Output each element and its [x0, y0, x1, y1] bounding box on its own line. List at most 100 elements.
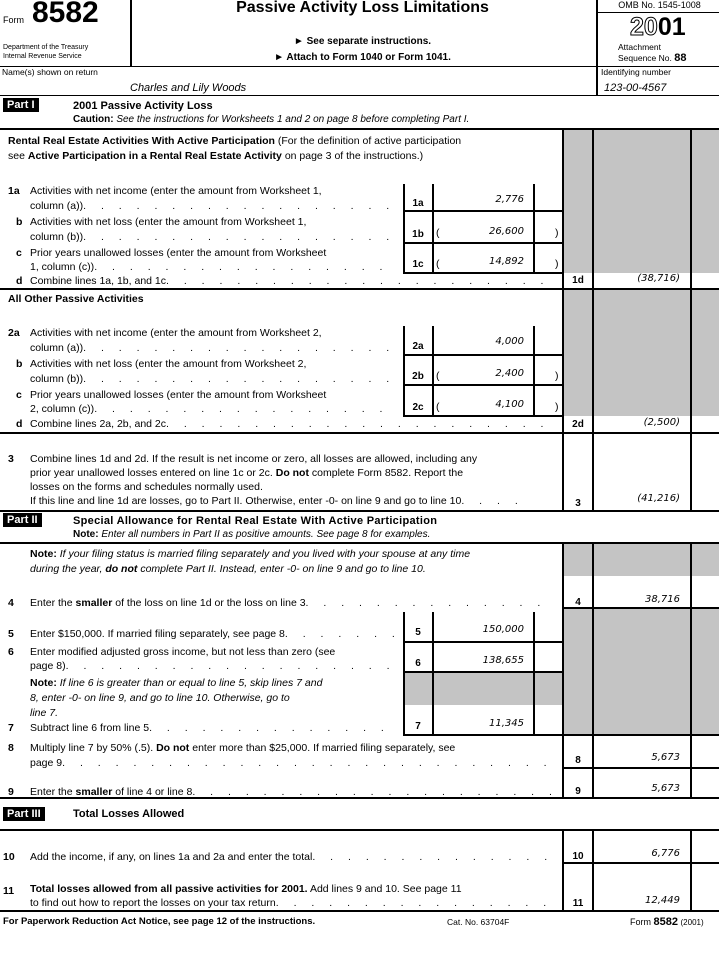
line-1b-text2: column (b)) . . . . . . . . . . . . . . … [30, 231, 398, 243]
leader-dots: . . . . . . . . . . . . . . . . . . . . … [83, 200, 398, 212]
dept-line1: Department of the Treasury [3, 44, 89, 51]
note-label: Note: [30, 677, 57, 689]
text-bold: do not [105, 563, 138, 575]
divider [0, 510, 719, 512]
line-1b-amount[interactable]: 26,600 [489, 226, 524, 237]
box-label-1b: 1b [412, 229, 424, 240]
text: complete Form 8582. Report the [311, 467, 464, 479]
paperwork-notice: For Paperwork Reduction Act Notice, see … [3, 916, 316, 927]
divider [0, 910, 719, 912]
box-label-9: 9 [575, 786, 581, 797]
part3-badge: Part III [3, 807, 45, 821]
divider [403, 326, 405, 416]
form-number: 8582 [653, 916, 678, 928]
paren-close: ) [555, 227, 559, 239]
leader-dots: . . . . . . . . . . . . . . . . . . . . … [83, 373, 398, 385]
text-bold: Do not [156, 742, 190, 754]
sequence-label: Sequence No. 88 [618, 52, 687, 65]
line-1a-amount[interactable]: 2,776 [495, 194, 524, 205]
divider [592, 830, 594, 911]
line-2d-number: d [16, 418, 23, 430]
divider [403, 272, 563, 274]
form-number: 8582 [32, 0, 99, 29]
box-label-8: 8 [575, 755, 581, 766]
text: Enter $150,000. If married filing separa… [30, 628, 285, 640]
text: If this line and line 1d are losses, go … [30, 495, 462, 507]
line-1c-text2: 1, column (c)) . . . . . . . . . . . . .… [30, 261, 398, 273]
part1-caution: Caution: See the instructions for Worksh… [73, 114, 469, 125]
line-2b-amount[interactable]: 2,400 [495, 368, 524, 379]
line-2d-text: Combine lines 2a, 2b, and 2c . . . . . .… [30, 418, 556, 430]
line-7-text: Subtract line 6 from line 5 . . . . . . … [30, 722, 398, 734]
box-label-1d: 1d [572, 275, 584, 286]
line-7-amount[interactable]: 11,345 [489, 718, 524, 729]
paren-open: ( [436, 401, 440, 413]
form-title: Passive Activity Loss Limitations [236, 0, 489, 16]
line-4-number: 4 [8, 597, 14, 609]
box-label-2b: 2b [412, 371, 424, 382]
text: prior year unallowed losses entered on l… [30, 467, 273, 479]
line-9-amount[interactable]: 5,673 [651, 783, 680, 794]
line-2c-text: Prior years unallowed losses (enter the … [30, 389, 327, 401]
id-field[interactable]: 123-00-4567 [604, 82, 667, 94]
leader-dots: . . . . . . . . . . . . . . . . . . . . … [94, 261, 398, 273]
line-7-number: 7 [8, 722, 14, 734]
box-label-3: 3 [575, 498, 581, 509]
line-5-amount[interactable]: 150,000 [482, 624, 524, 635]
paren-open: ( [436, 370, 440, 382]
text: column (b)) [30, 373, 84, 385]
line-2a-text2: column (a)) . . . . . . . . . . . . . . … [30, 342, 398, 354]
divider [403, 210, 563, 212]
text: of line 4 or line 8 [115, 786, 193, 798]
line-1a-number: 1a [8, 185, 20, 197]
leader-dots: . . . . . . . . . . . . . . . . . . . . … [65, 660, 398, 672]
part2-title: Special Allowance for Rental Real Estate… [73, 515, 438, 527]
line-6-text2: page 8) . . . . . . . . . . . . . . . . … [30, 660, 398, 672]
shaded-area [563, 289, 719, 416]
divider [562, 543, 564, 798]
line-6-amount[interactable]: 138,655 [482, 655, 524, 666]
divider [0, 288, 719, 290]
divider [0, 66, 719, 67]
line-1d-amount[interactable]: (38,716) [637, 273, 680, 284]
box-label-4: 4 [575, 597, 581, 608]
text: on page 3 of the instructions.) [284, 150, 424, 162]
divider [403, 612, 405, 735]
line-3-amount[interactable]: (41,216) [637, 493, 680, 504]
divider [0, 542, 719, 544]
text-bold: smaller [75, 786, 113, 798]
note-label: Note: [30, 548, 57, 560]
leader-dots: . . . . . . . . . . . . . . . . . . . . [275, 897, 556, 909]
id-label: Identifying number [601, 67, 671, 77]
part2-note2-line2: during the year, do not complete Part II… [30, 563, 426, 575]
line-4-amount[interactable]: 38,716 [645, 594, 680, 605]
leader-dots: . . . . . . . . . . . . . . . . . . . . … [62, 757, 556, 769]
text: Add lines 9 and 10. See page 11 [309, 883, 462, 895]
line-11-text: Total losses allowed from all passive ac… [30, 883, 462, 895]
line-2a-amount[interactable]: 4,000 [495, 336, 524, 347]
text: see [8, 150, 25, 162]
line-3-text4: If this line and line 1d are losses, go … [30, 495, 556, 507]
dept-line2: Internal Revenue Service [3, 53, 82, 60]
part3-title: Total Losses Allowed [73, 808, 185, 820]
tax-year: 2001 [630, 13, 686, 42]
line-11-amount[interactable]: 12,449 [645, 895, 680, 906]
shaded-area [563, 608, 719, 735]
line-8-text2: page 9 . . . . . . . . . . . . . . . . .… [30, 757, 556, 769]
line-5-number: 5 [8, 628, 14, 640]
line-1c-amount[interactable]: 14,892 [489, 256, 524, 267]
line-6-note: Note: If line 6 is greater than or equal… [30, 677, 322, 689]
text: during the year, [30, 563, 103, 575]
footer-form-id: Form 8582 (2001) [630, 916, 704, 928]
divider [562, 130, 564, 511]
line-2a-number: 2a [8, 327, 20, 339]
name-field[interactable]: Charles and Lily Woods [130, 82, 247, 94]
line-8-amount[interactable]: 5,673 [651, 752, 680, 763]
line-1c-text: Prior years unallowed losses (enter the … [30, 247, 327, 259]
line-2d-amount[interactable]: (2,500) [643, 417, 680, 428]
line-2c-amount[interactable]: 4,100 [495, 399, 524, 410]
line-3-text3: losses on the forms and schedules normal… [30, 481, 263, 493]
divider [0, 128, 719, 130]
line-10-amount[interactable]: 6,776 [651, 848, 680, 859]
text: page 8) [30, 660, 66, 672]
